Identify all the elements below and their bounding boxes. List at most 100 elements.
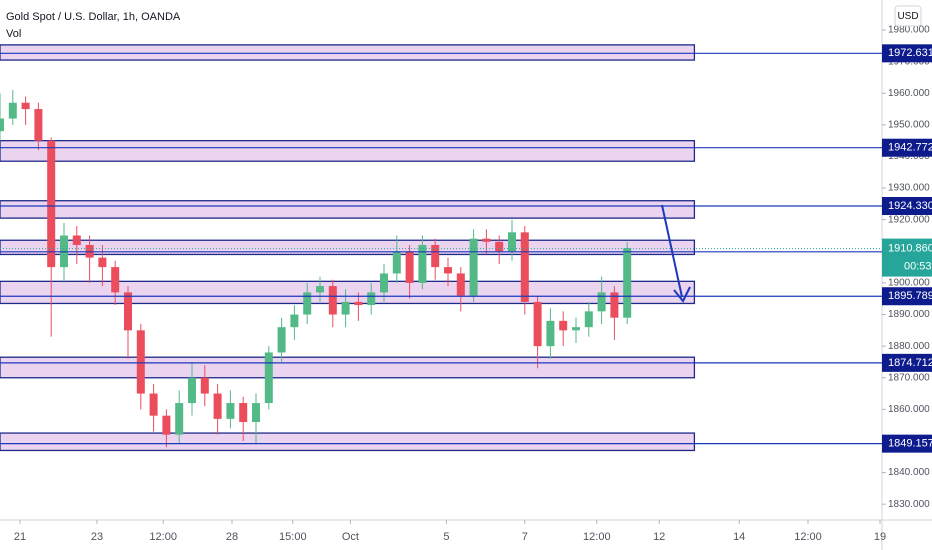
x-tick-label: Oct xyxy=(342,531,359,543)
candle-body xyxy=(252,403,260,423)
y-tick-label: 1870.000 xyxy=(888,372,930,383)
y-tick-label: 1980.000 xyxy=(888,25,930,36)
candle-body xyxy=(469,238,478,296)
level-label: 1924.330 xyxy=(888,200,932,212)
candle-body xyxy=(188,377,196,404)
candle-body xyxy=(623,248,632,318)
candle-body xyxy=(520,232,529,302)
candle-body xyxy=(162,415,171,435)
candle-body xyxy=(47,140,56,268)
x-tick-label: 5 xyxy=(443,531,449,543)
candle-body xyxy=(316,286,324,293)
candle-body xyxy=(572,327,580,331)
candle-body xyxy=(290,314,299,328)
candle-body xyxy=(495,241,504,252)
candle-body xyxy=(341,301,350,315)
level-label-bg xyxy=(882,353,932,372)
level-label-bg xyxy=(882,44,932,63)
candle-body xyxy=(610,292,619,318)
plot-area xyxy=(0,44,882,452)
candle-body xyxy=(149,393,158,416)
x-tick-label: 14 xyxy=(733,531,745,543)
x-tick-label: 15:00 xyxy=(279,531,307,543)
y-tick-label: 1900.000 xyxy=(888,278,930,289)
arrow xyxy=(661,204,683,298)
candle-body xyxy=(136,330,145,394)
current-price-bg xyxy=(882,238,932,277)
y-tick-label: 1880.000 xyxy=(888,341,930,352)
x-tick-label: 12:00 xyxy=(149,531,177,543)
currency-label: USD xyxy=(897,11,918,22)
x-tick-label: 12 xyxy=(653,531,665,543)
candle-body xyxy=(354,301,363,306)
level-label-bg xyxy=(882,287,932,306)
candle-body xyxy=(405,251,414,283)
candle-body xyxy=(559,320,568,331)
y-tick-label: 1950.000 xyxy=(888,120,930,131)
candle-body xyxy=(380,273,388,293)
candle-body xyxy=(175,403,184,435)
zone xyxy=(0,356,696,379)
candle-body xyxy=(98,257,107,268)
candle-body xyxy=(418,244,427,283)
x-tick-label: 7 xyxy=(522,531,528,543)
candle-body xyxy=(597,292,606,312)
level-label: 1942.772 xyxy=(888,142,932,154)
candle-body xyxy=(111,267,120,293)
level-label: 1849.157 xyxy=(888,438,932,450)
candle-body xyxy=(124,292,132,331)
y-tick-label: 1960.000 xyxy=(888,88,930,99)
candle-body xyxy=(546,320,555,347)
x-tick-label: 23 xyxy=(91,531,103,543)
candle-body xyxy=(508,232,516,252)
candle-body xyxy=(584,311,593,328)
y-tick-label: 1930.000 xyxy=(888,183,930,194)
candle-body xyxy=(213,393,222,419)
candle-body xyxy=(200,377,209,394)
zone xyxy=(0,200,696,219)
chart-title: Gold Spot / U.S. Dollar, 1h, OANDA xyxy=(6,11,181,23)
zone xyxy=(0,280,696,305)
current-price-label: 1910.860 xyxy=(888,242,932,254)
x-tick-label: 19 xyxy=(874,531,886,543)
candle-body xyxy=(328,286,337,315)
candle-body xyxy=(72,235,81,245)
y-tick-label: 1920.000 xyxy=(888,214,930,225)
countdown-label: 00:53 xyxy=(904,260,932,272)
level-label: 1972.631 xyxy=(888,47,932,59)
candle-body xyxy=(264,352,273,404)
x-tick-label: 21 xyxy=(14,531,26,543)
y-tick-label: 1830.000 xyxy=(888,499,930,510)
candle-body xyxy=(533,301,542,347)
level-label: 1895.789 xyxy=(888,290,932,302)
level-label-bg xyxy=(882,434,932,453)
zone xyxy=(0,44,696,61)
level-label-bg xyxy=(882,197,932,216)
candle-body xyxy=(431,244,440,268)
y-tick-label: 1860.000 xyxy=(888,404,930,415)
level-label: 1874.712 xyxy=(888,357,932,369)
zone xyxy=(0,140,696,162)
candle-body xyxy=(21,102,30,110)
candle-body xyxy=(239,403,248,423)
arrow-head xyxy=(673,286,691,303)
candle-body xyxy=(8,102,17,119)
candle-body xyxy=(277,327,286,353)
candle-body xyxy=(444,267,452,274)
candle-body xyxy=(34,109,43,141)
candle-body xyxy=(0,118,4,132)
candle-body xyxy=(303,292,312,315)
x-tick-label: 12:00 xyxy=(583,531,611,543)
axes: 1830.0001840.0001850.0001860.0001870.000… xyxy=(14,25,932,543)
currency-button[interactable] xyxy=(894,5,922,27)
y-tick-label: 1890.000 xyxy=(888,309,930,320)
x-tick-label: 28 xyxy=(226,531,238,543)
volume-label: Vol xyxy=(6,28,21,40)
candle-body xyxy=(482,238,491,242)
y-tick-label: 1840.000 xyxy=(888,467,930,478)
level-label-bg xyxy=(882,138,932,157)
candle-body xyxy=(226,403,235,419)
x-tick-label: 12:00 xyxy=(794,531,822,543)
